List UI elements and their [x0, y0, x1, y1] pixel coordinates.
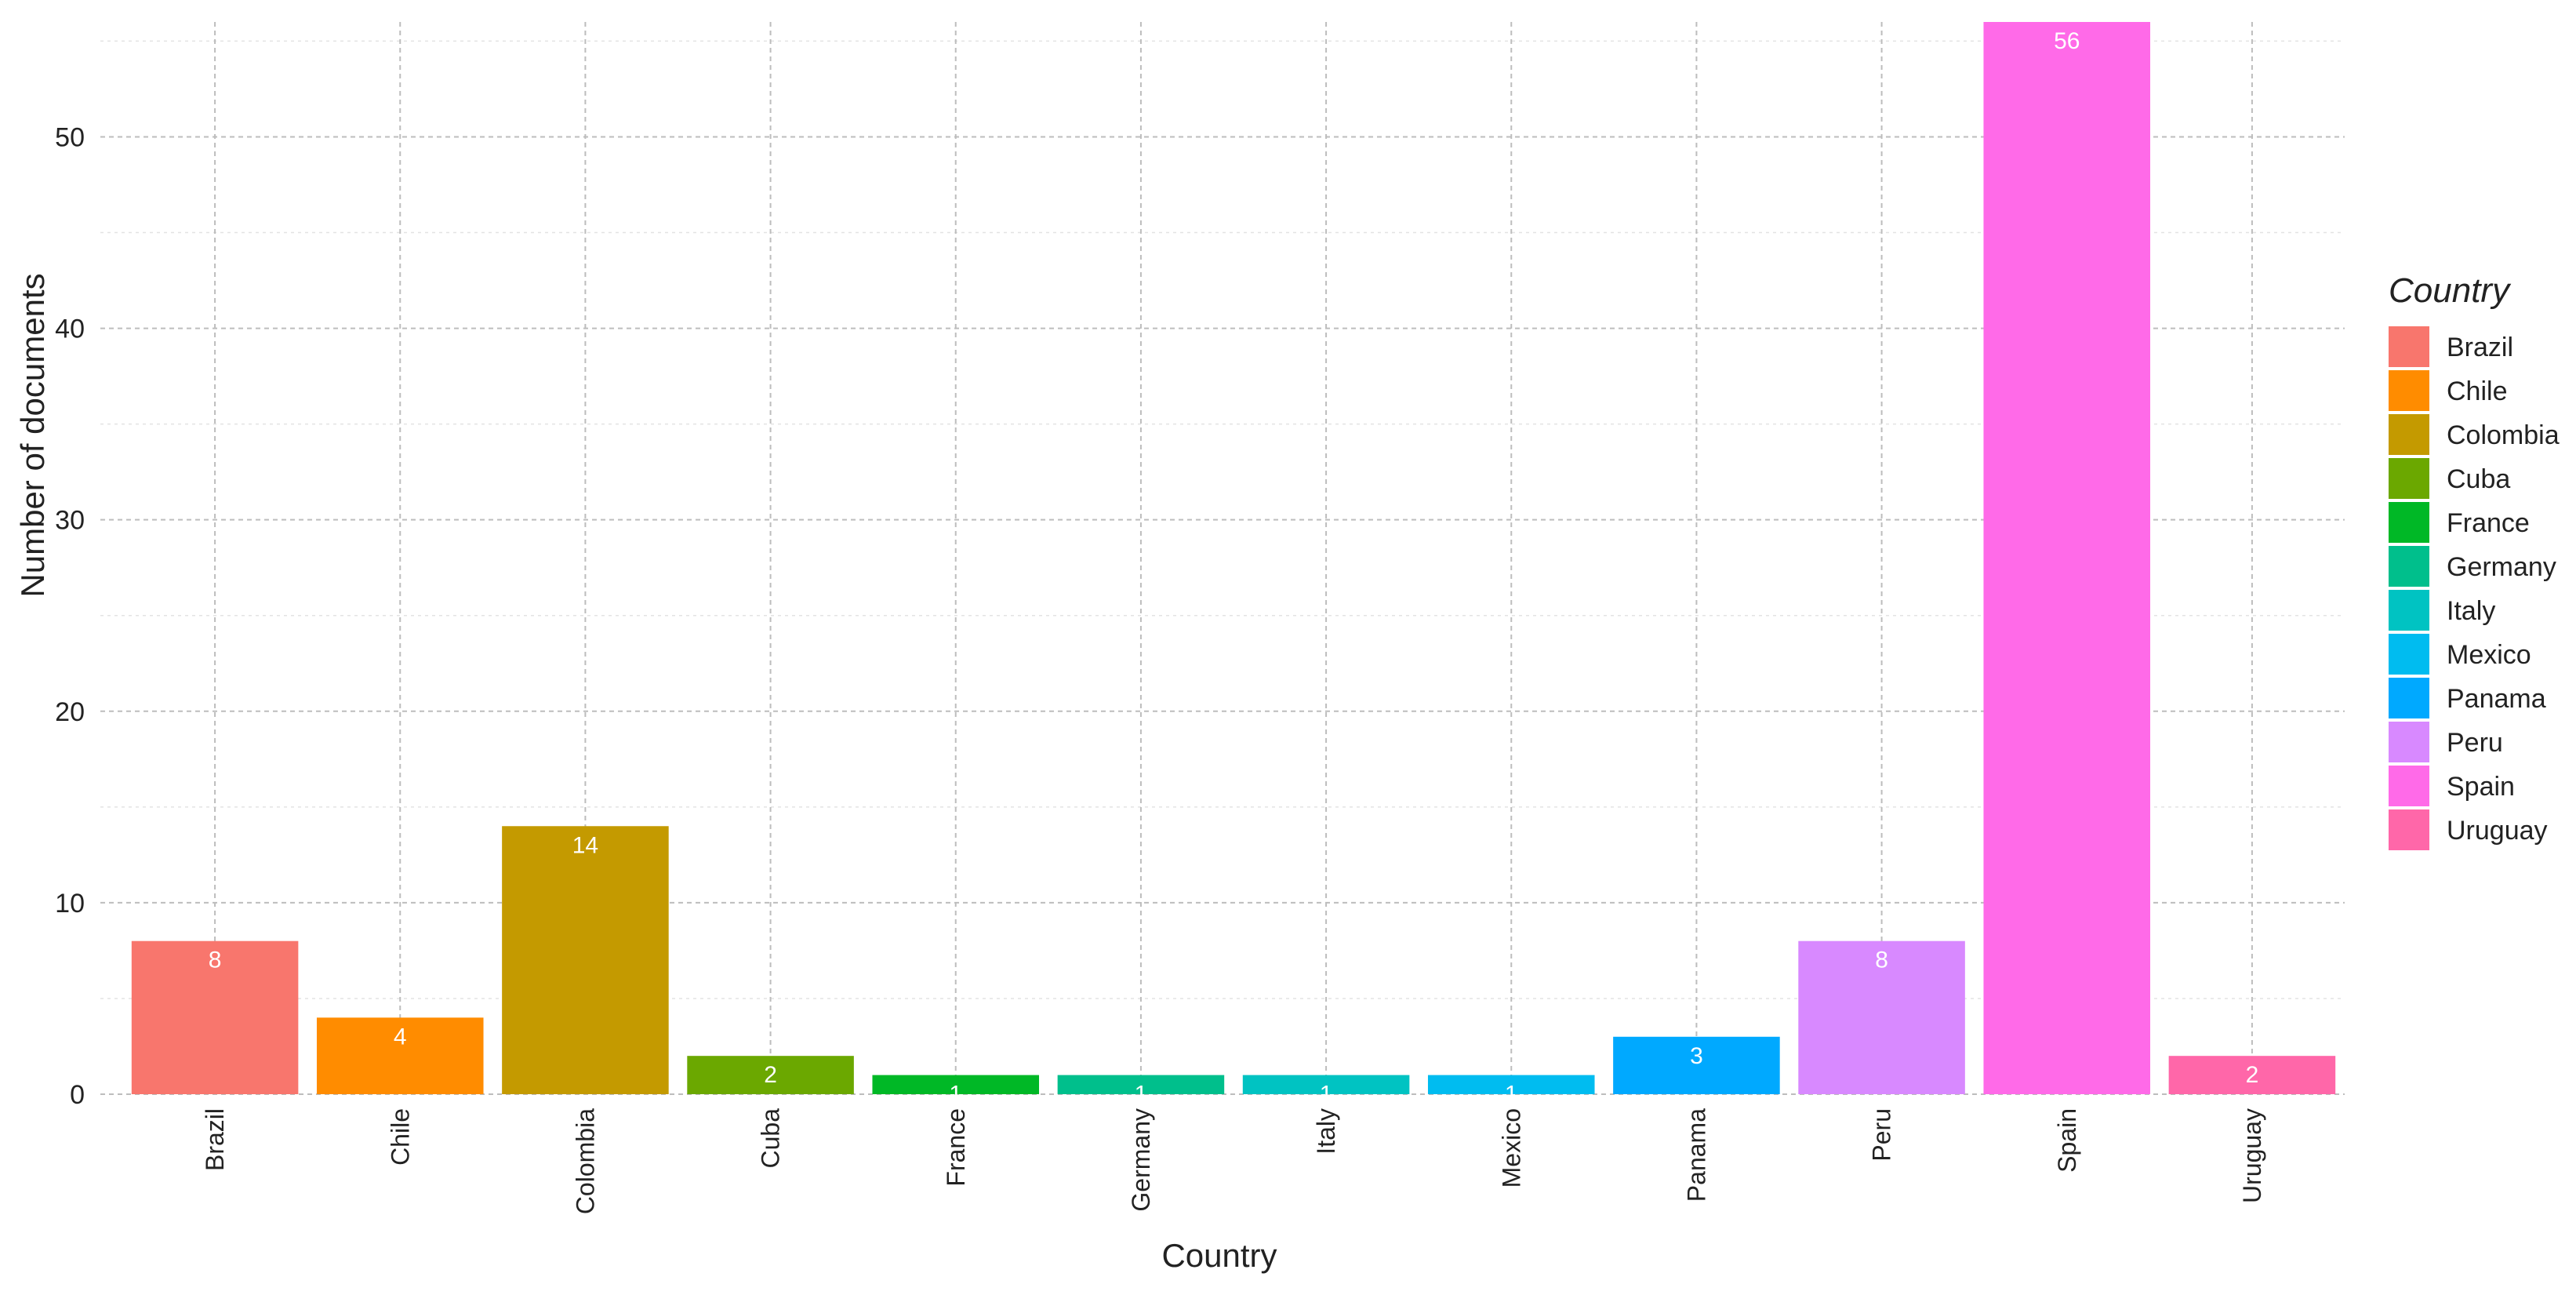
legend-label: Peru — [2447, 728, 2503, 758]
bar-value-label: 1 — [949, 1082, 962, 1108]
legend-swatch — [2389, 326, 2429, 367]
bar-brazil — [131, 940, 299, 1094]
bar-mexico — [1427, 1075, 1595, 1094]
bar-value-label: 1 — [1135, 1082, 1148, 1108]
bar-value-label: 1 — [1320, 1082, 1333, 1108]
bar-value-label: 56 — [2054, 28, 2080, 54]
legend-swatch — [2389, 678, 2429, 718]
legend-items: Brazil Chile Colombia Cuba France Germany Ital… — [2389, 326, 2560, 850]
bar-germany — [1057, 1075, 1225, 1094]
legend: Country Brazil Chile Colombia Cuba France Ger… — [2389, 271, 2560, 850]
legend-swatch — [2389, 590, 2429, 631]
legend-label: Italy — [2447, 596, 2495, 626]
y-tick-label: 40 — [55, 315, 85, 344]
bar-spain — [1983, 22, 2151, 1094]
legend-label: Uruguay — [2447, 816, 2548, 846]
bar-value-label: 2 — [764, 1062, 777, 1088]
y-tick-label: 20 — [55, 697, 85, 727]
x-tick-label: Mexico — [1497, 1108, 1525, 1188]
bar-italy — [1242, 1075, 1410, 1094]
y-tick-label: 30 — [55, 506, 85, 536]
legend-label: Panama — [2447, 684, 2546, 714]
y-axis-title: Number of documents — [14, 273, 51, 597]
x-tick-label: Spain — [2053, 1108, 2081, 1173]
legend-label: France — [2447, 508, 2530, 538]
bar-value-label: 14 — [572, 832, 598, 858]
x-tick-label: Colombia — [571, 1108, 599, 1214]
legend-label: Colombia — [2447, 420, 2560, 450]
bar-france — [872, 1075, 1040, 1094]
x-tick-label: Chile — [386, 1108, 414, 1166]
x-axis-title: Country — [1161, 1237, 1277, 1274]
legend-swatch — [2389, 370, 2429, 411]
x-tick-label: Cuba — [757, 1108, 785, 1169]
bar-value-label: 3 — [1690, 1043, 1703, 1069]
legend-label: Mexico — [2447, 640, 2531, 670]
x-tick-label: Brazil — [201, 1108, 229, 1171]
legend-swatch — [2389, 546, 2429, 587]
bar-colombia — [502, 826, 669, 1094]
bar-value-label: 8 — [1875, 948, 1888, 973]
legend-label: Chile — [2447, 376, 2507, 406]
bar-value-label: 1 — [1505, 1082, 1518, 1108]
x-tick-label: France — [942, 1108, 970, 1187]
legend-label: Germany — [2447, 552, 2556, 582]
bar-value-label: 4 — [394, 1024, 407, 1049]
bar-value-label: 8 — [209, 948, 222, 973]
legend-swatch — [2389, 458, 2429, 499]
x-tick-label: Panama — [1682, 1108, 1710, 1202]
legend-label: Cuba — [2447, 464, 2510, 494]
legend-swatch — [2389, 634, 2429, 675]
x-tick-label: Peru — [1868, 1108, 1896, 1162]
y-tick-label: 10 — [55, 889, 85, 919]
legend-swatch — [2389, 502, 2429, 543]
bar-layer: 8 4 14 2 1 1 1 1 3 8 56 2 — [131, 22, 2336, 1108]
x-tick-label: Germany — [1127, 1108, 1155, 1212]
legend-swatch — [2389, 414, 2429, 455]
legend-swatch — [2389, 809, 2429, 850]
y-tick-label: 50 — [55, 122, 85, 152]
y-axis: 0 10 20 30 40 50 — [55, 122, 85, 1110]
x-tick-label: Uruguay — [2238, 1108, 2266, 1203]
x-tick-label: Italy — [1312, 1108, 1340, 1155]
legend-label: Spain — [2447, 772, 2515, 802]
legend-swatch — [2389, 722, 2429, 762]
bar-peru — [1798, 940, 1965, 1094]
bar-uruguay — [2168, 1056, 2336, 1094]
legend-swatch — [2389, 766, 2429, 806]
bar-value-label: 2 — [2246, 1062, 2259, 1088]
bar-cuba — [687, 1056, 854, 1094]
bar-panama — [1613, 1036, 1780, 1094]
y-tick-label: 0 — [70, 1080, 85, 1110]
legend-title: Country — [2389, 271, 2512, 310]
x-axis: Brazil Chile Colombia Cuba France Germany Ital… — [201, 1108, 2266, 1214]
bar-chile — [316, 1017, 484, 1094]
legend-label: Brazil — [2447, 333, 2513, 362]
